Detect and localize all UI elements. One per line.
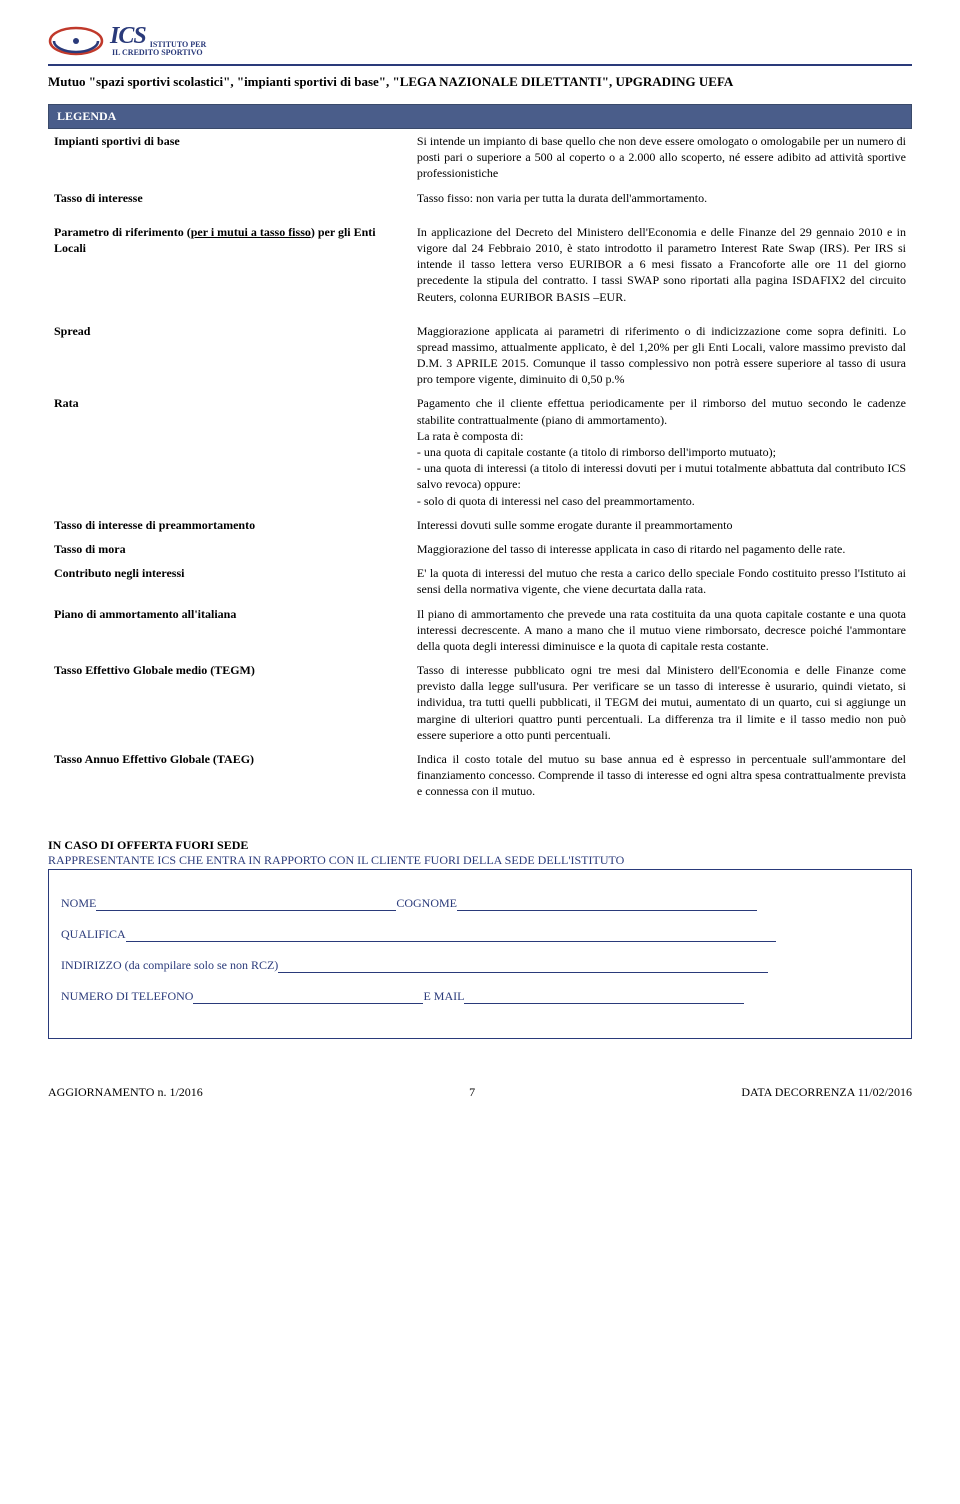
form-line-qualifica: QUALIFICA [61,927,899,942]
definition-cell: Indica il costo totale del mutuo su base… [411,747,912,804]
page-header: ICS ISTITUTO PER IL CREDITO SPORTIVO [48,24,912,58]
definition-cell: Pagamento che il cliente effettua period… [411,391,912,512]
definition-cell: In applicazione del Decreto del Minister… [411,220,912,309]
footer-page-number: 7 [469,1085,475,1100]
logo-mark-icon [48,24,104,58]
table-row: Tasso Effettivo Globale medio (TEGM)Tass… [48,658,912,747]
logo-text: ICS ISTITUTO PER IL CREDITO SPORTIVO [110,24,206,58]
term-cell: Parametro di riferimento (per i mutui a … [48,220,411,309]
term-cell: Tasso di interesse [48,186,411,210]
indirizzo-label: INDIRIZZO (da compilare solo se non RCZ) [61,958,278,972]
form-box: NOME COGNOME QUALIFICA INDIRIZZO (da comp… [48,869,912,1039]
term-cell: Impianti sportivi di base [48,129,411,186]
table-row: Tasso di interesse di preammortamentoInt… [48,513,912,537]
form-line-telefono: NUMERO DI TELEFONO E MAIL [61,989,899,1004]
nome-input-line[interactable] [96,899,396,911]
term-cell: Tasso Annuo Effettivo Globale (TAEG) [48,747,411,804]
email-label: E MAIL [423,989,464,1003]
footer-right: DATA DECORRENZA 11/02/2016 [741,1085,912,1100]
document-title: Mutuo "spazi sportivi scolastici", "impi… [48,74,912,90]
table-row: Tasso Annuo Effettivo Globale (TAEG)Indi… [48,747,912,804]
fuori-sede-subtitle: RAPPRESENTANTE ICS CHE ENTRA IN RAPPORTO… [48,853,912,868]
form-line-nome: NOME COGNOME [61,896,899,911]
definition-cell: Il piano di ammortamento che prevede una… [411,602,912,659]
term-cell: Contributo negli interessi [48,561,411,601]
definition-cell: E' la quota di interessi del mutuo che r… [411,561,912,601]
term-cell: Spread [48,319,411,392]
definition-cell: Maggiorazione del tasso di interesse app… [411,537,912,561]
header-rule [48,64,912,66]
term-cell: Piano di ammortamento all'italiana [48,602,411,659]
nome-label: NOME [61,896,96,910]
cognome-label: COGNOME [396,896,457,910]
cognome-input-line[interactable] [457,899,757,911]
email-input-line[interactable] [464,992,744,1004]
logo: ICS ISTITUTO PER IL CREDITO SPORTIVO [48,24,206,58]
page-footer: AGGIORNAMENTO n. 1/2016 7 DATA DECORRENZ… [48,1085,912,1100]
table-row: RataPagamento che il cliente effettua pe… [48,391,912,512]
telefono-input-line[interactable] [193,992,423,1004]
definition-cell: Maggiorazione applicata ai parametri di … [411,319,912,392]
table-row: Tasso di moraMaggiorazione del tasso di … [48,537,912,561]
table-row: Contributo negli interessiE' la quota di… [48,561,912,601]
fuori-sede-section: IN CASO DI OFFERTA FUORI SEDE RAPPRESENT… [48,838,912,1039]
definition-cell: Interessi dovuti sulle somme erogate dur… [411,513,912,537]
logo-main-text: ICS [110,24,146,49]
qualifica-label: QUALIFICA [61,927,126,941]
glossary-table: Impianti sportivi di baseSi intende un i… [48,129,912,804]
term-cell: Tasso Effettivo Globale medio (TEGM) [48,658,411,747]
definition-cell: Tasso di interesse pubblicato ogni tre m… [411,658,912,747]
term-cell: Tasso di mora [48,537,411,561]
fuori-sede-title: IN CASO DI OFFERTA FUORI SEDE [48,838,912,853]
table-row: Parametro di riferimento (per i mutui a … [48,220,912,309]
legenda-section-header: LEGENDA [48,104,912,129]
telefono-label: NUMERO DI TELEFONO [61,989,193,1003]
table-row: Piano di ammortamento all'italianaIl pia… [48,602,912,659]
term-cell: Tasso di interesse di preammortamento [48,513,411,537]
definition-cell: Si intende un impianto di base quello ch… [411,129,912,186]
indirizzo-input-line[interactable] [278,961,768,973]
term-cell: Rata [48,391,411,512]
form-line-indirizzo: INDIRIZZO (da compilare solo se non RCZ) [61,958,899,973]
table-row: SpreadMaggiorazione applicata ai paramet… [48,319,912,392]
table-row: Tasso di interesseTasso fisso: non varia… [48,186,912,210]
qualifica-input-line[interactable] [126,930,776,942]
logo-line2: IL CREDITO SPORTIVO [112,49,206,57]
table-row: Impianti sportivi di baseSi intende un i… [48,129,912,186]
definition-cell: Tasso fisso: non varia per tutta la dura… [411,186,912,210]
footer-left: AGGIORNAMENTO n. 1/2016 [48,1085,203,1100]
